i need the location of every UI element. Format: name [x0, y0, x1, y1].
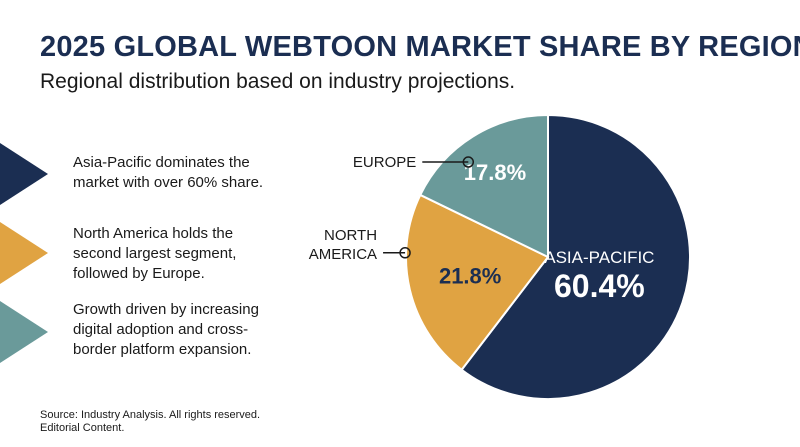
slice-label-europe: EUROPE — [353, 154, 416, 171]
chart-title: 2025 GLOBAL WEBTOON MARKET SHARE BY REGI… — [40, 31, 800, 63]
bullet-marker-3 — [0, 301, 48, 363]
callout-dot-north-america — [399, 247, 411, 259]
bullet-text-2: North America holds the second largest s… — [73, 225, 237, 282]
slice-label-asia-pacific: ASIA-PACIFIC — [544, 248, 654, 267]
source-line: Source: Industry Analysis. All rights re… — [40, 409, 261, 421]
bullet-text-3: Growth driven by increasing digital adop… — [73, 301, 259, 358]
pie-slice-asia-pacific — [460, 113, 691, 400]
callout-dot-europe — [462, 156, 475, 168]
slice-label-north-america-line2: AMERICA — [309, 246, 377, 263]
pie-slice-europe — [418, 113, 549, 259]
slice-label-north-america-line1: NORTH — [324, 227, 377, 244]
source-note: Source: Industry Analysis. All rights re… — [40, 409, 260, 435]
slice-value-north-america: 21.8% — [439, 263, 501, 288]
bullet-text-1: Asia-Pacific dominates the market with o… — [73, 154, 264, 191]
bullet-marker-1 — [0, 143, 48, 205]
slice-value-europe: 17.8% — [464, 160, 526, 185]
chart-subtitle: Regional distribution based on industry … — [40, 70, 516, 93]
pie-slice-north-america — [405, 193, 550, 372]
bullet-marker-2 — [0, 222, 48, 284]
slice-value-asia-pacific: 60.4% — [554, 268, 645, 304]
editorial-line: Editorial Content. — [40, 422, 125, 434]
